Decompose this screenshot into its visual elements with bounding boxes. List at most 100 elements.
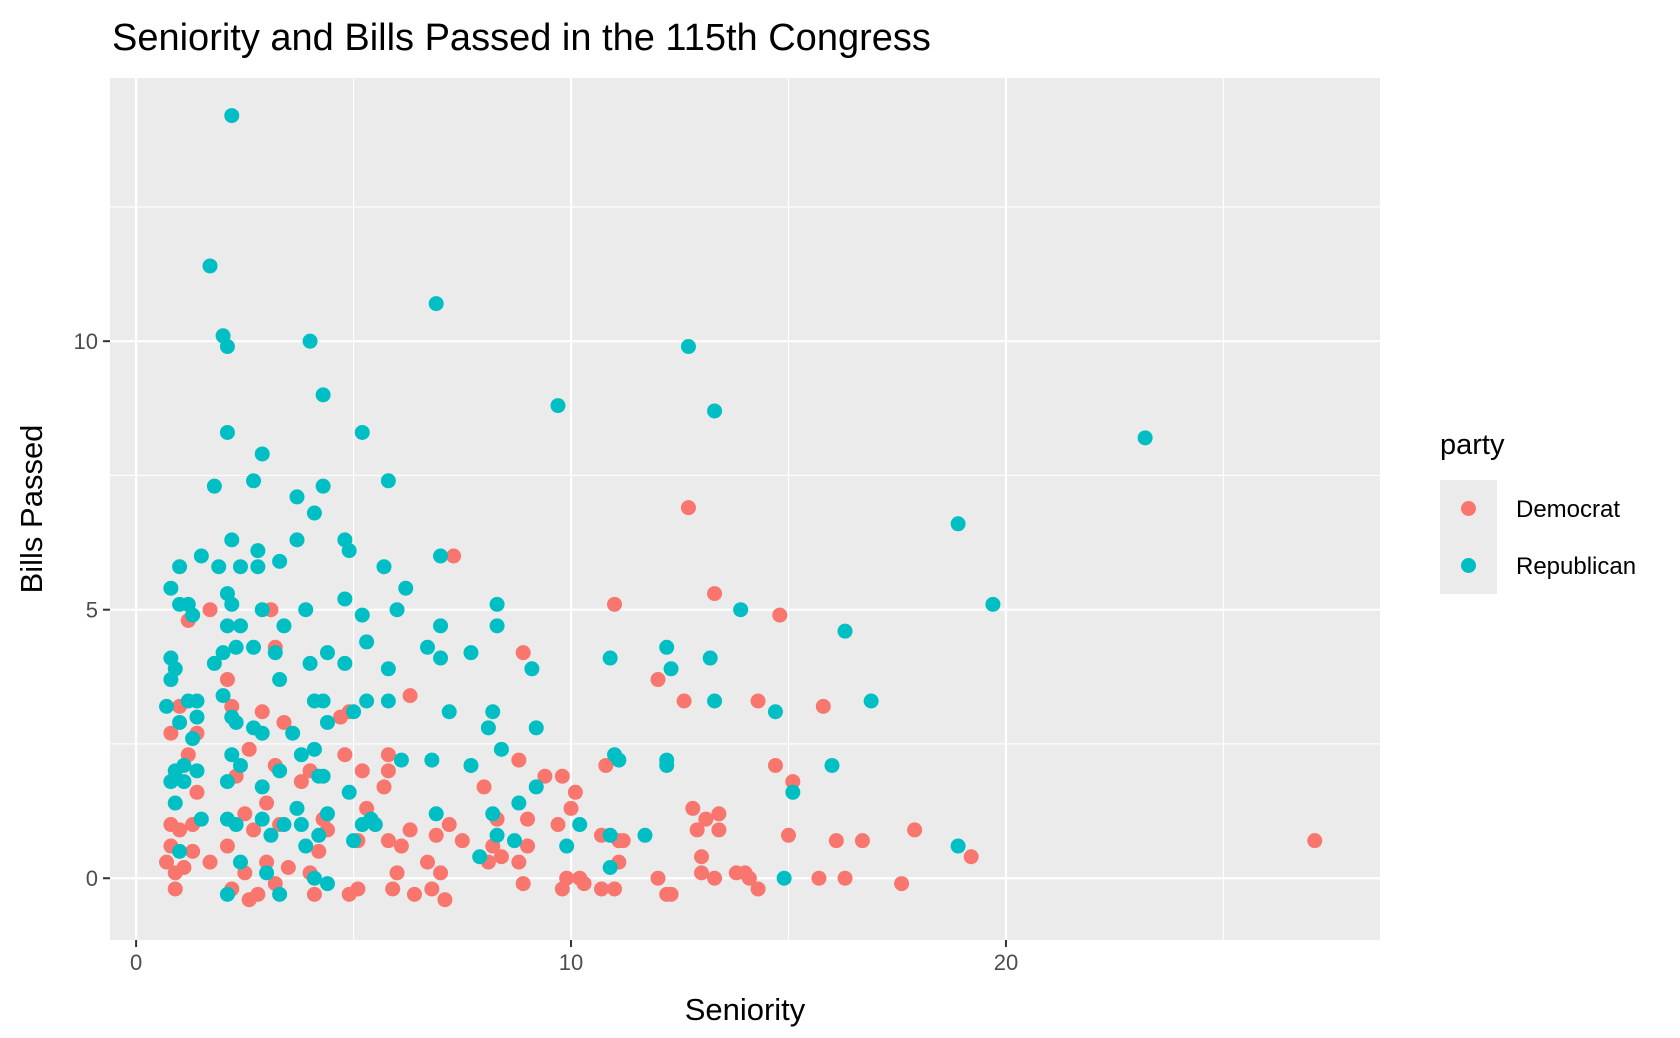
point-democrat [515, 876, 531, 892]
point-republican [463, 757, 479, 773]
point-republican [493, 741, 509, 757]
point-democrat [676, 693, 692, 709]
point-democrat [663, 886, 679, 902]
point-republican [232, 559, 248, 575]
point-democrat [163, 725, 179, 741]
point-democrat [493, 849, 509, 865]
point-republican [1137, 430, 1153, 446]
point-republican [293, 817, 309, 833]
legend-key-republican [1461, 558, 1476, 573]
point-democrat [511, 854, 527, 870]
point-republican [228, 817, 244, 833]
point-republican [232, 618, 248, 634]
point-democrat [337, 747, 353, 763]
point-republican [211, 559, 227, 575]
point-democrat [741, 870, 757, 886]
point-republican [602, 827, 618, 843]
point-republican [306, 505, 322, 521]
point-democrat [280, 859, 296, 875]
point-republican [219, 774, 235, 790]
point-democrat [559, 870, 575, 886]
point-democrat [698, 811, 714, 827]
point-republican [659, 752, 675, 768]
point-democrat [350, 881, 366, 897]
point-republican [267, 645, 283, 661]
point-republican [376, 559, 392, 575]
x-axis: 0 10 20 [130, 940, 1018, 975]
point-republican [172, 559, 188, 575]
point-republican [433, 548, 449, 564]
point-republican [837, 623, 853, 639]
point-democrat [767, 757, 783, 773]
point-republican [311, 827, 327, 843]
point-democrat [567, 784, 583, 800]
point-republican [359, 634, 375, 650]
point-republican [354, 424, 370, 440]
x-tick-label: 20 [994, 950, 1018, 975]
point-republican [428, 296, 444, 312]
chart-title: Seniority and Bills Passed in the 115th … [112, 17, 931, 59]
point-democrat [376, 779, 392, 795]
point-democrat [420, 854, 435, 870]
point-republican [380, 473, 396, 489]
point-democrat [685, 800, 701, 816]
point-democrat [598, 757, 614, 773]
point-democrat [780, 827, 796, 843]
point-democrat [276, 714, 292, 730]
point-republican [176, 774, 192, 790]
plot-panel [110, 78, 1380, 940]
y-axis-title: Bills Passed [14, 425, 49, 594]
point-democrat [694, 865, 710, 881]
point-republican [428, 806, 444, 822]
point-democrat [520, 811, 536, 827]
point-republican [602, 859, 618, 875]
point-democrat [402, 688, 418, 704]
point-republican [215, 645, 231, 661]
point-democrat [811, 870, 827, 886]
point-republican [276, 618, 292, 634]
point-republican [637, 827, 653, 843]
point-republican [254, 811, 270, 827]
point-republican [424, 752, 440, 768]
point-republican [337, 655, 353, 671]
point-democrat [894, 876, 910, 892]
point-republican [302, 655, 318, 671]
x-axis-title: Seniority [685, 992, 806, 1027]
point-republican [254, 725, 270, 741]
legend-key-democrat [1461, 501, 1476, 516]
point-democrat [428, 827, 444, 843]
point-democrat [259, 795, 275, 811]
point-republican [176, 757, 192, 773]
point-republican [189, 763, 205, 779]
point-republican [254, 779, 270, 795]
point-republican [767, 704, 783, 720]
point-democrat [241, 741, 257, 757]
point-republican [259, 865, 275, 881]
point-republican [524, 661, 540, 677]
point-democrat [837, 870, 853, 886]
point-republican [485, 704, 501, 720]
point-democrat [380, 747, 396, 763]
point-democrat [593, 881, 609, 897]
point-republican [298, 838, 314, 854]
y-tick-label: 0 [86, 866, 98, 891]
point-republican [250, 543, 266, 559]
point-republican [185, 731, 201, 747]
point-democrat [241, 892, 257, 908]
point-republican [346, 704, 362, 720]
point-republican [219, 618, 235, 634]
point-republican [189, 693, 205, 709]
point-republican [163, 774, 179, 790]
point-republican [480, 720, 496, 736]
point-republican [224, 747, 240, 763]
point-democrat [454, 833, 470, 849]
legend-title: party [1440, 429, 1505, 461]
point-republican [346, 833, 362, 849]
point-republican [167, 661, 183, 677]
point-democrat [576, 876, 592, 892]
point-republican [985, 596, 1001, 612]
point-democrat [293, 774, 309, 790]
point-democrat [354, 763, 370, 779]
point-republican [559, 838, 575, 854]
point-republican [254, 602, 270, 618]
